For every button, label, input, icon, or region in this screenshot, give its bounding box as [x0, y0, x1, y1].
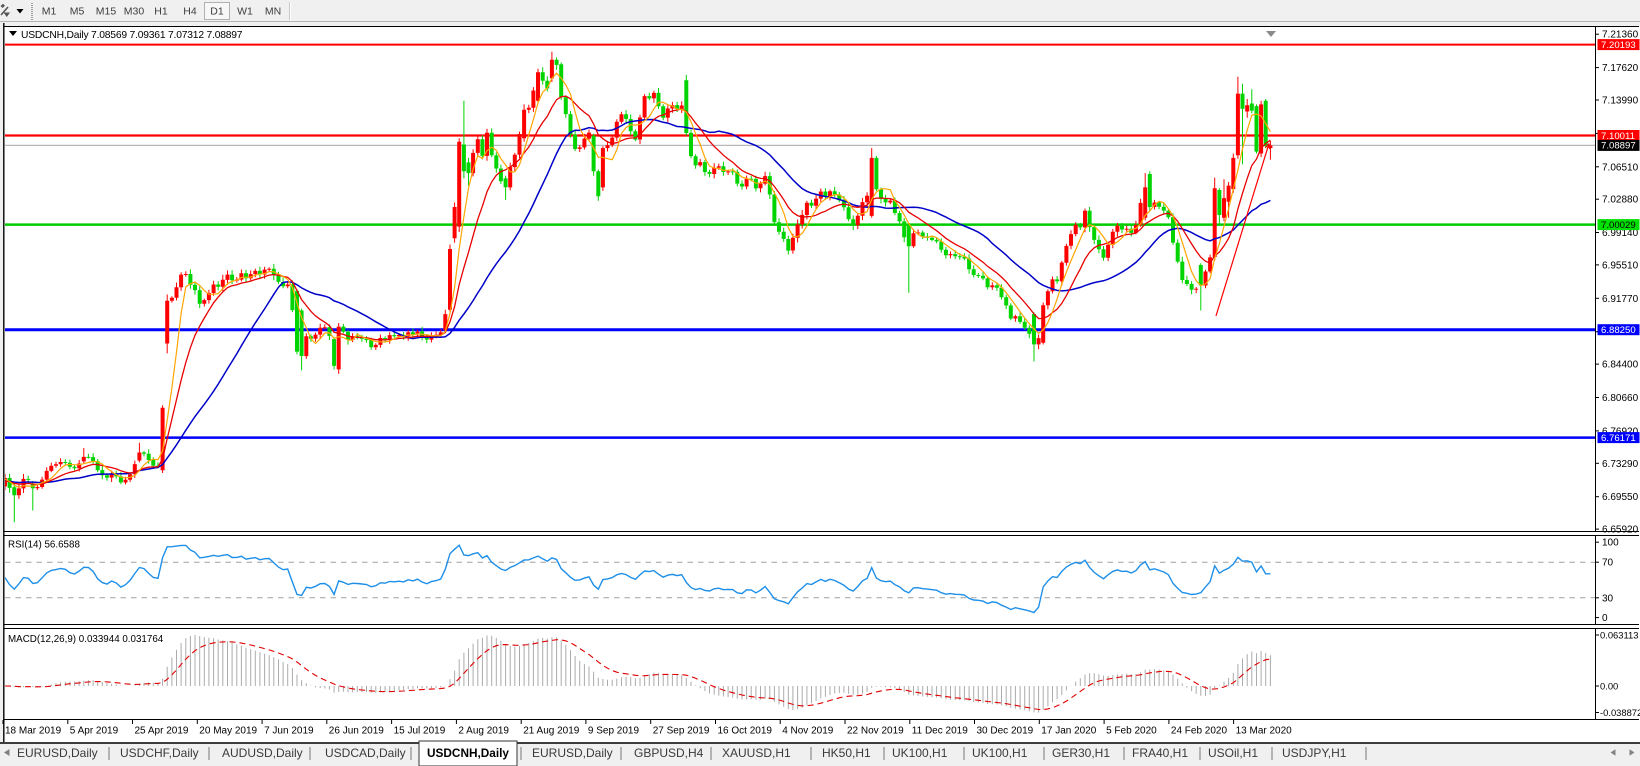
svg-text:MACD(12,26,9) 0.033944 0.03176: MACD(12,26,9) 0.033944 0.031764	[8, 634, 164, 645]
svg-text:M30: M30	[124, 6, 145, 18]
svg-text:H4: H4	[183, 6, 197, 18]
svg-text:0.00: 0.00	[1600, 681, 1618, 692]
svg-text:0: 0	[1602, 613, 1608, 624]
svg-text:UK100,H1: UK100,H1	[972, 746, 1028, 760]
svg-text:21 Aug 2019: 21 Aug 2019	[523, 726, 580, 737]
svg-text:6.73290: 6.73290	[1602, 459, 1639, 470]
svg-text:6.65920: 6.65920	[1602, 525, 1639, 536]
svg-text:24 Feb 2020: 24 Feb 2020	[1171, 726, 1228, 737]
svg-text:USDCNH,Daily 7.08569 7.09361: USDCNH,Daily 7.08569 7.09361 7.07312 7.0…	[21, 30, 243, 41]
svg-text:6.80660: 6.80660	[1602, 393, 1639, 404]
svg-text:HK50,H1: HK50,H1	[822, 746, 871, 760]
svg-text:9 Sep 2019: 9 Sep 2019	[588, 726, 640, 737]
svg-text:AUDUSD,Daily: AUDUSD,Daily	[222, 746, 303, 760]
svg-text:FRA40,H1: FRA40,H1	[1132, 746, 1188, 760]
svg-text:UK100,H1: UK100,H1	[892, 746, 948, 760]
svg-text:6.99140: 6.99140	[1602, 228, 1639, 239]
svg-text:D1: D1	[210, 6, 224, 18]
svg-text:22 Nov 2019: 22 Nov 2019	[847, 726, 904, 737]
svg-text:RSI(14) 56.6588: RSI(14) 56.6588	[8, 540, 80, 551]
svg-text:0.063113: 0.063113	[1600, 630, 1638, 641]
svg-text:20 May 2019: 20 May 2019	[199, 726, 257, 737]
svg-text:7.08897: 7.08897	[1601, 141, 1636, 152]
svg-text:W1: W1	[237, 6, 253, 18]
svg-text:26 Jun 2019: 26 Jun 2019	[329, 726, 384, 737]
svg-text:-0.038872: -0.038872	[1600, 707, 1640, 718]
svg-text:7.20193: 7.20193	[1601, 40, 1636, 51]
svg-text:7.02880: 7.02880	[1602, 195, 1639, 206]
svg-text:7.17620: 7.17620	[1602, 63, 1639, 74]
svg-text:17 Jan 2020: 17 Jan 2020	[1041, 726, 1096, 737]
svg-text:6.69550: 6.69550	[1602, 492, 1639, 503]
svg-text:5 Apr 2019: 5 Apr 2019	[70, 726, 119, 737]
svg-text:6.95510: 6.95510	[1602, 260, 1639, 271]
svg-text:EURUSD,Daily: EURUSD,Daily	[17, 746, 98, 760]
svg-text:18 Mar 2019: 18 Mar 2019	[5, 726, 62, 737]
svg-text:GBPUSD,H4: GBPUSD,H4	[634, 746, 704, 760]
svg-text:11 Dec 2019: 11 Dec 2019	[912, 726, 968, 737]
svg-text:M1: M1	[42, 6, 57, 18]
svg-text:16 Oct 2019: 16 Oct 2019	[718, 726, 773, 737]
svg-text:GER30,H1: GER30,H1	[1052, 746, 1110, 760]
svg-text:7.00029: 7.00029	[1601, 220, 1636, 231]
svg-text:USDCAD,Daily: USDCAD,Daily	[325, 746, 406, 760]
svg-text:100: 100	[1602, 538, 1619, 549]
svg-text:M15: M15	[96, 6, 117, 18]
svg-text:XAUUSD,H1: XAUUSD,H1	[722, 746, 791, 760]
svg-text:7 Jun 2019: 7 Jun 2019	[264, 726, 314, 737]
svg-text:USDCHF,Daily: USDCHF,Daily	[120, 746, 199, 760]
svg-text:EURUSD,Daily: EURUSD,Daily	[532, 746, 613, 760]
svg-text:27 Sep 2019: 27 Sep 2019	[653, 726, 710, 737]
svg-text:6.76171: 6.76171	[1601, 433, 1636, 444]
svg-text:13 Mar 2020: 13 Mar 2020	[1236, 726, 1293, 737]
svg-text:30: 30	[1602, 593, 1614, 604]
svg-text:6.76920: 6.76920	[1602, 426, 1639, 437]
svg-text:15 Jul 2019: 15 Jul 2019	[394, 726, 446, 737]
svg-text:4 Nov 2019: 4 Nov 2019	[782, 726, 834, 737]
svg-text:MN: MN	[265, 6, 281, 18]
svg-text:25 Apr 2019: 25 Apr 2019	[135, 726, 189, 737]
svg-text:2 Aug 2019: 2 Aug 2019	[458, 726, 509, 737]
svg-text:USDCNH,Daily: USDCNH,Daily	[427, 746, 509, 760]
svg-text:USOil,H1: USOil,H1	[1208, 746, 1258, 760]
svg-text:7.13990: 7.13990	[1602, 96, 1639, 107]
svg-text:6.91770: 6.91770	[1602, 294, 1639, 305]
svg-text:H1: H1	[154, 6, 168, 18]
svg-text:M5: M5	[70, 6, 85, 18]
svg-text:70: 70	[1602, 558, 1614, 569]
svg-text:6.88250: 6.88250	[1601, 325, 1636, 336]
svg-text:7.10011: 7.10011	[1601, 131, 1635, 142]
svg-text:5 Feb 2020: 5 Feb 2020	[1106, 726, 1157, 737]
svg-text:USDJPY,H1: USDJPY,H1	[1282, 746, 1347, 760]
svg-text:7.06510: 7.06510	[1602, 162, 1639, 173]
svg-text:30 Dec 2019: 30 Dec 2019	[977, 726, 1034, 737]
svg-text:7.21360: 7.21360	[1602, 30, 1639, 41]
svg-text:6.84400: 6.84400	[1602, 360, 1639, 371]
